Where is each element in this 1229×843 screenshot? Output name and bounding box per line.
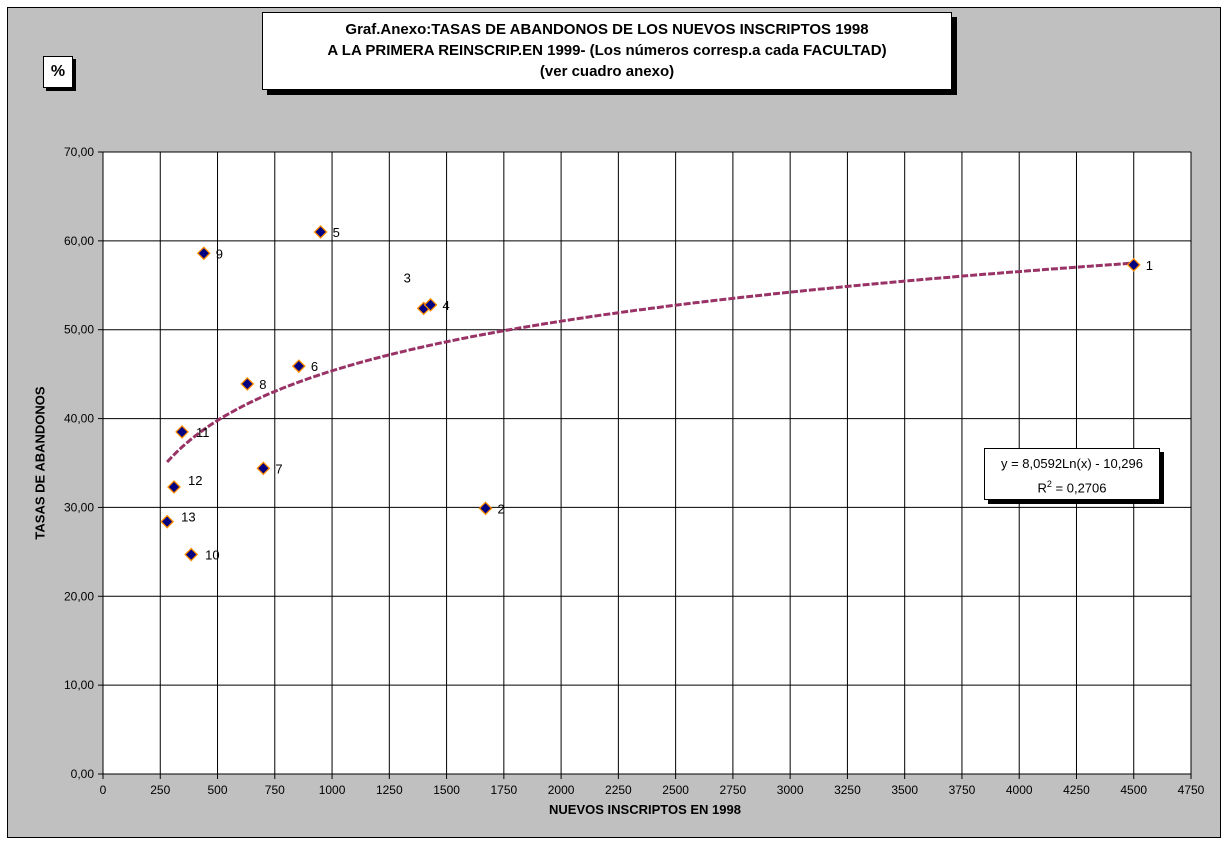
data-point-10 [184, 547, 199, 562]
y-axis-title: TASAS DE ABANDONOS [32, 386, 48, 540]
data-point-6 [291, 359, 306, 374]
y-tick-label: 40,00 [64, 412, 94, 426]
x-tick-label: 2750 [720, 783, 747, 797]
r2-symbol: R [1037, 480, 1047, 496]
x-tick-label: 1250 [376, 783, 403, 797]
chart-title: Graf.Anexo:TASAS DE ABANDONOS DE LOS NUE… [262, 12, 952, 90]
x-axis-title: NUEVOS INSCRIPTOS EN 1998 [549, 802, 741, 817]
data-point-4 [423, 297, 438, 312]
data-point-12 [167, 480, 181, 494]
trendline-equation-box: y = 8,0592Ln(x) - 10,296 R2 = 0,2706 [984, 448, 1160, 500]
data-point-2 [478, 501, 493, 516]
y-tick-label: 0,00 [71, 767, 95, 781]
x-tick-label: 4500 [1120, 783, 1147, 797]
data-point-1 [1126, 257, 1141, 272]
data-label-5: 5 [333, 225, 340, 240]
chart-title-line-1: Graf.Anexo:TASAS DE ABANDONOS DE LOS NUE… [345, 21, 869, 38]
x-tick-label: 4250 [1063, 783, 1090, 797]
data-point-7 [256, 461, 271, 476]
y-tick-label: 50,00 [64, 323, 94, 337]
x-tick-label: 2250 [605, 783, 632, 797]
data-point-11 [175, 424, 189, 439]
data-label-2: 2 [498, 501, 505, 516]
data-point-9 [196, 246, 211, 261]
trendline [166, 261, 1134, 464]
r2-value: = 0,2706 [1051, 480, 1107, 496]
chart-title-line-3: (ver cuadro anexo) [539, 63, 675, 80]
x-tick-label: 1500 [433, 783, 460, 797]
x-tick-label: 1000 [319, 783, 346, 797]
data-point-8 [240, 376, 255, 391]
data-label-11: 11 [196, 425, 210, 440]
x-tick-label: 1750 [490, 783, 517, 797]
data-label-3: 3 [404, 270, 411, 285]
y-tick-label: 30,00 [64, 500, 94, 514]
x-tick-label: 4750 [1178, 783, 1205, 797]
data-label-8: 8 [259, 377, 266, 392]
data-label-7: 7 [275, 461, 282, 476]
data-label-10: 10 [205, 548, 219, 563]
y-tick-label: 20,00 [64, 589, 94, 603]
trendline-r2: R2 = 0,2706 [985, 474, 1159, 498]
data-point-5 [313, 225, 328, 239]
x-tick-label: 3750 [949, 783, 976, 797]
data-label-4: 4 [443, 298, 450, 313]
r2-superscript: 2 [1046, 479, 1052, 489]
chart-title-line-2: A LA PRIMERA REINSCRIP.EN 1999- (Los núm… [327, 42, 887, 59]
x-tick-label: 3250 [834, 783, 861, 797]
data-label-13: 13 [181, 510, 195, 525]
y-tick-label: 60,00 [64, 234, 94, 248]
y-tick-label: 70,00 [64, 145, 94, 159]
x-tick-label: 250 [150, 783, 170, 797]
data-label-6: 6 [311, 359, 318, 374]
y-tick-label: 10,00 [64, 678, 94, 692]
data-point-13 [160, 514, 175, 529]
x-tick-label: 0 [100, 783, 107, 797]
x-tick-label: 4000 [1006, 783, 1033, 797]
x-tick-label: 2500 [662, 783, 689, 797]
data-label-1: 1 [1146, 258, 1153, 273]
unit-label: % [43, 56, 73, 88]
data-label-12: 12 [188, 473, 202, 488]
x-tick-label: 3000 [777, 783, 804, 797]
data-label-9: 9 [216, 246, 223, 261]
x-tick-label: 750 [265, 783, 285, 797]
x-tick-label: 500 [208, 783, 228, 797]
trendline-equation: y = 8,0592Ln(x) - 10,296 [1000, 456, 1143, 471]
x-tick-label: 2000 [548, 783, 575, 797]
x-tick-label: 3500 [891, 783, 918, 797]
